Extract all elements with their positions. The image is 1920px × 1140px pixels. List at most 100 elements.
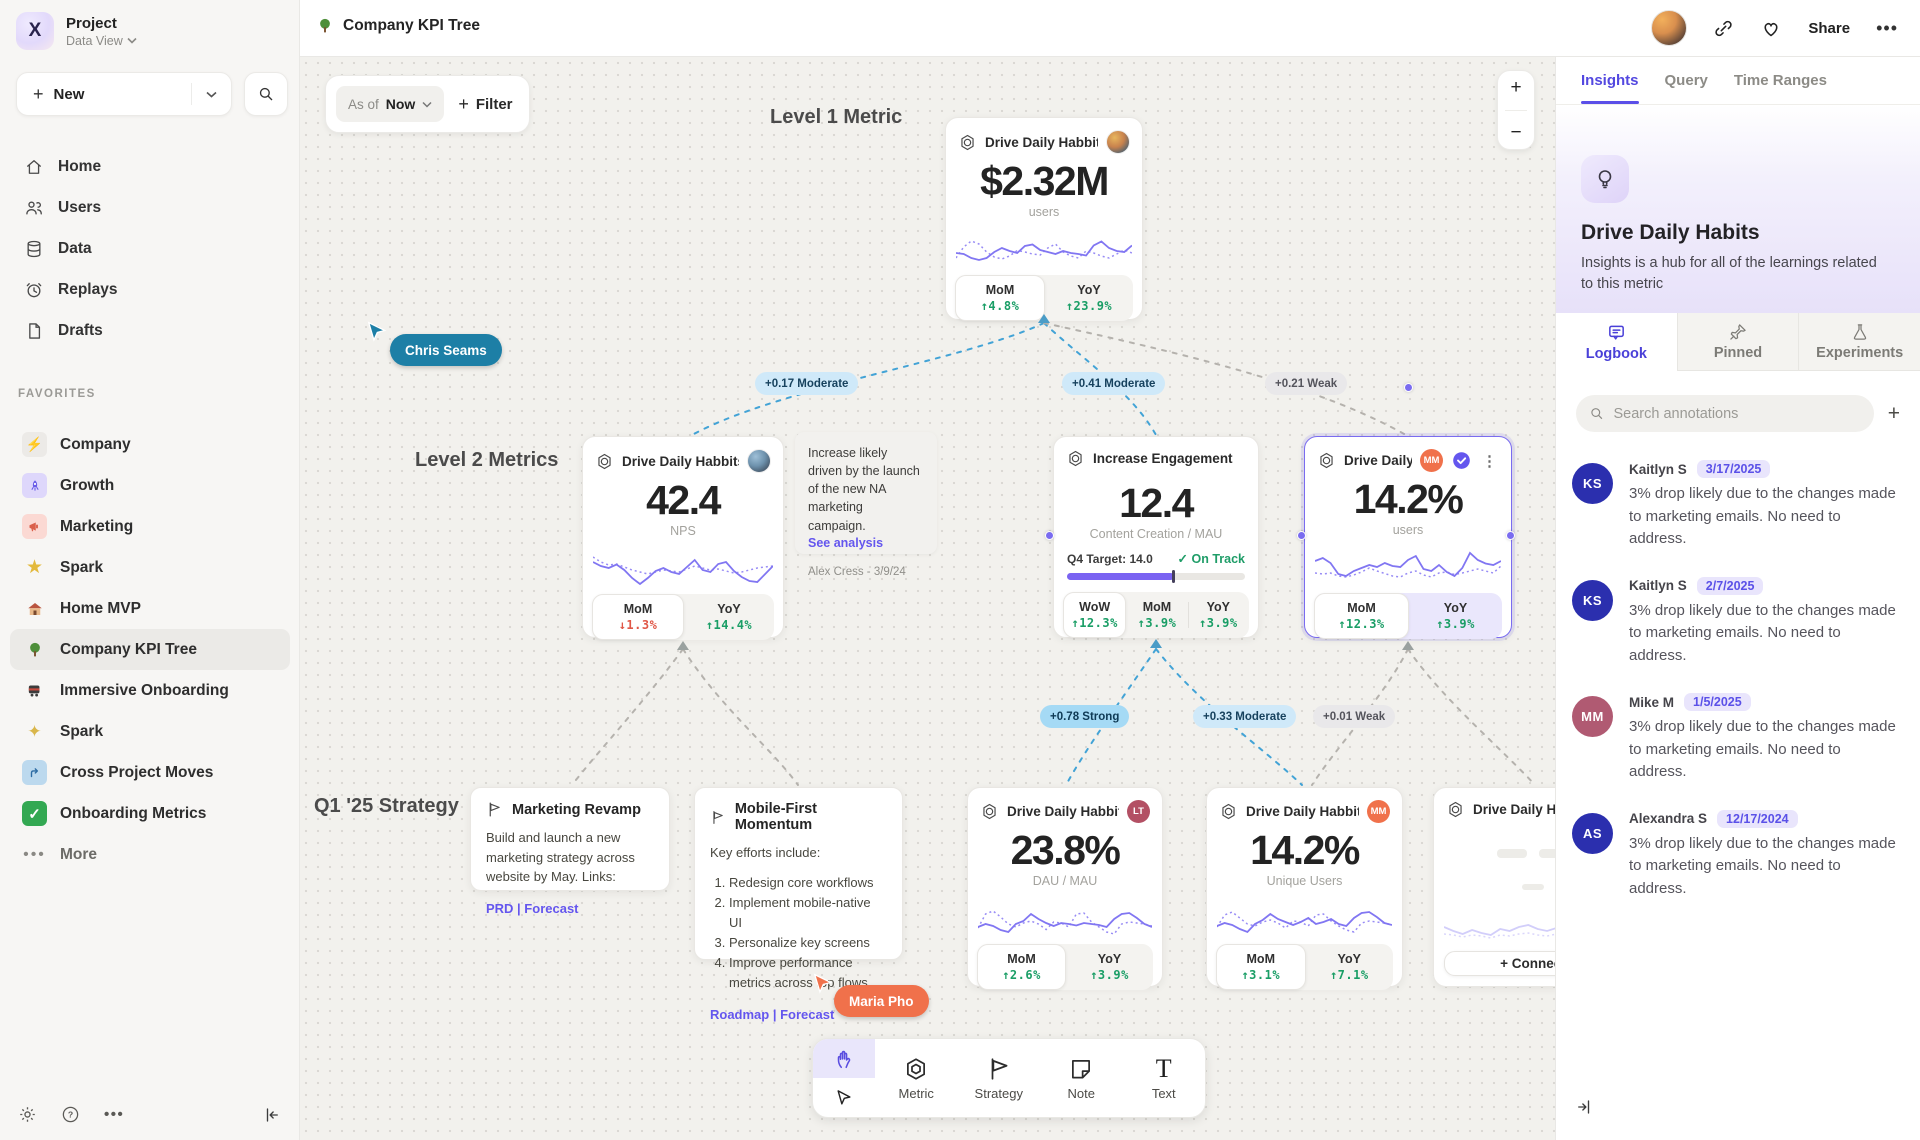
new-dropdown-chevron[interactable]: [192, 91, 231, 98]
strategy-tool-button[interactable]: Strategy: [958, 1039, 1041, 1117]
metric-hexagon-icon: [1222, 803, 1235, 820]
project-view[interactable]: Data View: [66, 34, 137, 48]
project-switcher[interactable]: X Project Data View: [16, 12, 137, 50]
metric-card-drive-daily-habits-nps[interactable]: Drive Daily Habbits 42.4 NPS MoM ↓1.3% Y…: [582, 436, 784, 641]
selection-handle[interactable]: [1297, 531, 1306, 540]
metric-card-drive-daily-habits-dau[interactable]: Drive Daily Habbits LT 23.8% DAU / MAU M…: [967, 787, 1163, 991]
kpi-tree-canvas[interactable]: As of Now + Filter + − Level 1 Metric Le…: [300, 57, 1555, 1140]
sidebar-item-growth[interactable]: Growth: [10, 465, 290, 506]
gear-icon[interactable]: [18, 1105, 37, 1124]
metric-card-drive-daily-habits-l1[interactable]: Drive Daily Habbits $2.32M users MoM ↑4.…: [945, 117, 1143, 322]
strategy-card-marketing-revamp[interactable]: Marketing Revamp Build and launch a new …: [470, 787, 670, 916]
stat-mom[interactable]: MoM ↑4.8%: [955, 275, 1045, 322]
collapse-panel-icon[interactable]: [1574, 1098, 1594, 1116]
stat-yoy[interactable]: YoY ↑7.1%: [1329, 952, 1369, 983]
sidebar-item-drafts[interactable]: Drafts: [10, 310, 290, 351]
select-tool-button[interactable]: [813, 1078, 875, 1117]
more-icon[interactable]: •••: [104, 1106, 125, 1123]
sidebar-item-cross-project-moves[interactable]: Cross Project Moves: [10, 752, 290, 793]
selection-handle[interactable]: [1404, 383, 1413, 392]
sidebar-item-users[interactable]: Users: [10, 187, 290, 228]
stat-mom[interactable]: MoM ↑3.1%: [1216, 944, 1306, 991]
stat-yoy[interactable]: YoY ↑3.9%: [1187, 592, 1249, 638]
tab-query[interactable]: Query: [1664, 72, 1708, 89]
more-options-icon[interactable]: •••: [1876, 17, 1898, 38]
collapse-sidebar-icon[interactable]: [262, 1106, 282, 1124]
sidebar-item-marketing[interactable]: Marketing: [10, 506, 290, 547]
q1-section-label: Q1 '25 Strategy: [314, 795, 459, 817]
note-tool-button[interactable]: Note: [1040, 1039, 1123, 1117]
favorite-heart-icon[interactable]: [1760, 18, 1782, 39]
metric-card-increase-engagement[interactable]: Increase Engagement 12.4 Content Creatio…: [1053, 436, 1259, 639]
connect-button[interactable]: + Connect: [1444, 951, 1555, 976]
annotation-date-badge[interactable]: 12/17/2024: [1717, 809, 1798, 828]
annotation-search[interactable]: [1576, 395, 1874, 432]
sidebar-item-home[interactable]: Home: [10, 146, 290, 187]
sidebar-item-replays[interactable]: Replays: [10, 269, 290, 310]
metric-card-drive-daily-habits-unique[interactable]: Drive Daily Habbits MM 14.2% Unique User…: [1206, 787, 1403, 991]
metric-card-partial[interactable]: Drive Daily Habbits + Connect: [1433, 787, 1555, 987]
subtab-logbook[interactable]: Logbook: [1556, 313, 1678, 371]
stat-yoy[interactable]: YoY ↑3.9%: [1436, 601, 1475, 632]
hand-tool-button[interactable]: [813, 1039, 875, 1078]
share-button[interactable]: Share: [1808, 19, 1851, 37]
sidebar-item-data[interactable]: Data: [10, 228, 290, 269]
as-of-selector[interactable]: As of Now: [336, 86, 445, 122]
stat-yoy[interactable]: YoY ↑14.4%: [705, 602, 753, 633]
filter-button[interactable]: + Filter: [458, 93, 513, 114]
text-tool-button[interactable]: T Text: [1151, 1053, 1176, 1101]
user-avatar[interactable]: [1651, 10, 1688, 46]
strategy-links[interactable]: Roadmap | Forecast: [710, 1007, 835, 1023]
tab-time-ranges[interactable]: Time Ranges: [1733, 72, 1827, 89]
sidebar-item-spark-2[interactable]: ✦ Spark: [10, 711, 290, 752]
sidebar-item-home-mvp[interactable]: Home MVP: [10, 588, 290, 629]
zoom-in-button[interactable]: +: [1510, 76, 1522, 98]
sidebar-item-immersive-onboarding[interactable]: Immersive Onboarding: [10, 670, 290, 711]
sidebar-item-onboarding-metrics[interactable]: ✓ Onboarding Metrics: [10, 793, 290, 834]
annotation-item[interactable]: MM Mike M 1/5/2025 3% drop likely due to…: [1572, 693, 1900, 784]
annotation-search-input[interactable]: [1613, 405, 1861, 422]
sidebar-item-more[interactable]: ••• More: [10, 834, 290, 875]
hand-icon: [837, 1050, 851, 1068]
annotation-date-badge[interactable]: 3/17/2025: [1696, 460, 1771, 478]
annotation-date-badge[interactable]: 1/5/2025: [1684, 693, 1751, 711]
copy-link-icon[interactable]: [1713, 18, 1734, 39]
card-title: Drive Daily Habb..: [1344, 453, 1412, 468]
subtab-pinned[interactable]: Pinned: [1677, 313, 1800, 371]
stat-wow[interactable]: WoW ↑12.3%: [1063, 592, 1127, 639]
annotation-item[interactable]: AS Alexandra S 12/17/2024 3% drop likely…: [1572, 809, 1900, 901]
sidebar-item-company[interactable]: ⚡ Company: [10, 424, 290, 465]
edge-label: +0.41 Moderate: [1062, 372, 1166, 395]
selection-handle[interactable]: [1506, 531, 1515, 540]
target-progress-bar: [1067, 570, 1245, 584]
note-byline: Alex Cress - 3/9/24: [808, 565, 906, 578]
zoom-out-button[interactable]: −: [1510, 121, 1522, 143]
metric-card-drive-daily-habits-selected[interactable]: Drive Daily Habb.. MM ⋮ 14.2% users MoM …: [1304, 436, 1512, 640]
strategy-card-mobile-first-momentum[interactable]: Mobile-First Momentum Key efforts includ…: [694, 787, 903, 1022]
stat-yoy[interactable]: YoY ↑3.9%: [1090, 952, 1129, 983]
help-icon[interactable]: ?: [61, 1105, 80, 1124]
canvas-note[interactable]: Increase likely driven by the launch of …: [795, 432, 937, 578]
connection-handle[interactable]: [1045, 531, 1054, 540]
tab-insights[interactable]: Insights: [1581, 57, 1639, 104]
ellipsis-icon: •••: [23, 845, 46, 863]
sidebar-item-spark[interactable]: ★ Spark: [10, 547, 290, 588]
stat-yoy[interactable]: YoY ↑23.9%: [1065, 283, 1113, 314]
stat-mom[interactable]: MoM ↑3.9%: [1137, 600, 1177, 631]
see-analysis-link[interactable]: See analysis: [808, 535, 884, 550]
search-button[interactable]: [244, 72, 288, 116]
add-annotation-button[interactable]: +: [1887, 401, 1900, 425]
train-icon: [22, 678, 47, 703]
strategy-links[interactable]: PRD | Forecast: [486, 900, 579, 916]
metric-tool-button[interactable]: Metric: [875, 1039, 958, 1117]
annotation-item[interactable]: KS Kaitlyn S 3/17/2025 3% drop likely du…: [1572, 460, 1900, 551]
sidebar-item-company-kpi-tree[interactable]: Company KPI Tree: [10, 629, 290, 670]
stat-mom[interactable]: MoM ↑2.6%: [977, 944, 1066, 991]
annotation-date-badge[interactable]: 2/7/2025: [1696, 576, 1764, 595]
card-menu-icon[interactable]: ⋮: [1482, 452, 1497, 470]
subtab-experiments[interactable]: Experiments: [1799, 313, 1920, 371]
stat-mom[interactable]: MoM ↓1.3%: [592, 594, 684, 641]
annotation-item[interactable]: KS Kaitlyn S 2/7/2025 3% drop likely due…: [1572, 576, 1900, 668]
new-button[interactable]: + New: [16, 72, 232, 116]
stat-mom[interactable]: MoM ↑12.3%: [1314, 593, 1409, 640]
